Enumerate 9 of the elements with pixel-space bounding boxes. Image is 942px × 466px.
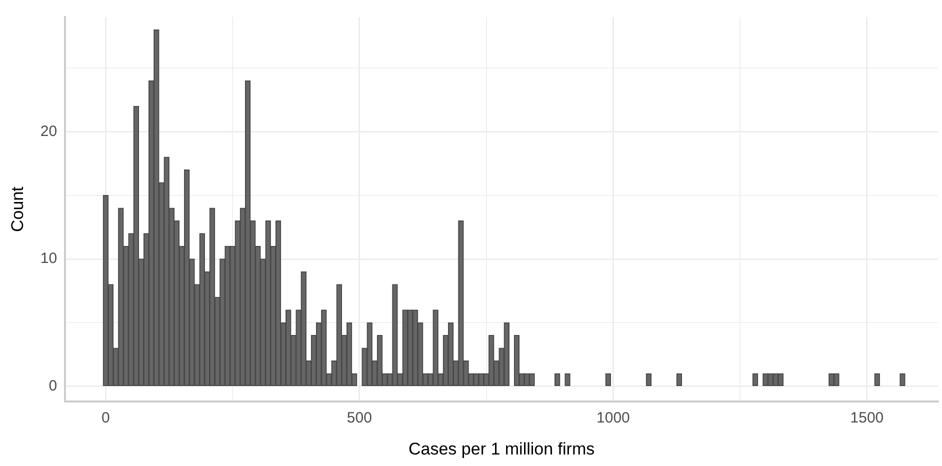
y-tick-label: 20 [40,122,58,140]
y-tick-label: 10 [40,250,58,268]
y-axis-title: Count [8,186,27,232]
y-tick-label: 0 [48,377,58,394]
x-axis-title: Cases per 1 million firms [408,439,595,458]
x-tick-label: 500 [346,410,372,427]
x-tick-label: 0 [102,410,110,427]
x-tick-label: 1000 [596,410,630,427]
x-tick-label: 1500 [850,410,884,427]
